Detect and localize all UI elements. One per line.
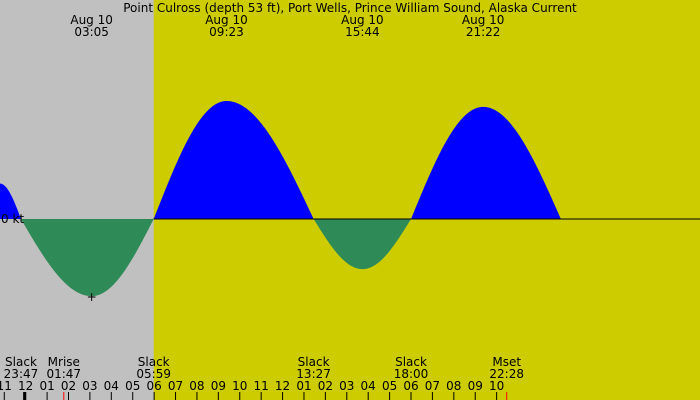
event-name: Mset bbox=[492, 355, 521, 369]
top-label-time: 03:05 bbox=[74, 25, 109, 39]
hour-tick-label: 11 bbox=[0, 379, 12, 393]
hour-tick-label: 05 bbox=[382, 379, 397, 393]
event-name: Slack bbox=[298, 355, 330, 369]
hour-tick-label: 12 bbox=[18, 379, 33, 393]
hour-tick-label: 12 bbox=[275, 379, 290, 393]
hour-tick-label: 07 bbox=[425, 379, 440, 393]
top-label-time: 09:23 bbox=[209, 25, 244, 39]
event-time: 05:59 bbox=[136, 367, 171, 381]
hour-tick-label: 09 bbox=[468, 379, 483, 393]
hour-tick-label: 02 bbox=[318, 379, 333, 393]
hour-tick-label: 06 bbox=[146, 379, 161, 393]
event-name: Slack bbox=[395, 355, 427, 369]
event-name: Slack bbox=[138, 355, 170, 369]
top-label-date: Aug 10 bbox=[462, 13, 505, 27]
top-label-date: Aug 10 bbox=[70, 13, 113, 27]
hour-tick-label: 04 bbox=[361, 379, 376, 393]
hour-tick-label: 07 bbox=[168, 379, 183, 393]
hour-axis: 11 12 01 02 03 04 05 06 07 08 09 10 11 12 01 02 03 04 05 06… bbox=[0, 379, 508, 400]
event-time: 18:00 bbox=[394, 367, 429, 381]
zero-label: 0 kt bbox=[1, 212, 24, 226]
event-name: Slack bbox=[5, 355, 37, 369]
hour-tick-label: 01 bbox=[296, 379, 311, 393]
top-label-time: 21:22 bbox=[466, 25, 501, 39]
event-name: Mrise bbox=[48, 355, 80, 369]
event-time: 13:27 bbox=[296, 367, 331, 381]
hour-tick-label: 03 bbox=[82, 379, 97, 393]
event-time: 23:47 bbox=[4, 367, 39, 381]
hour-tick-label: 01 bbox=[39, 379, 54, 393]
peak-marker: + bbox=[87, 290, 97, 304]
hour-tick-label: 05 bbox=[125, 379, 140, 393]
hour-tick-label: 04 bbox=[104, 379, 119, 393]
hour-tick-label: 02 bbox=[61, 379, 76, 393]
ebb-current-area bbox=[0, 219, 700, 297]
hour-tick-label: 06 bbox=[403, 379, 418, 393]
chart-title: Point Culross (depth 53 ft), Port Wells,… bbox=[123, 1, 577, 15]
hour-tick-label: 09 bbox=[211, 379, 226, 393]
hour-tick-label: 10 bbox=[489, 379, 504, 393]
hour-tick-label: 03 bbox=[339, 379, 354, 393]
hour-tick-label: 08 bbox=[446, 379, 461, 393]
flood-current-area bbox=[0, 101, 700, 219]
hour-tick-label: 10 bbox=[232, 379, 247, 393]
top-label-date: Aug 10 bbox=[341, 13, 384, 27]
bottom-events: Slack23:47Mrise01:47Slack05:59Slack13:27… bbox=[4, 355, 524, 381]
hour-tick-label: 11 bbox=[254, 379, 269, 393]
hour-tick-label: 08 bbox=[189, 379, 204, 393]
top-label-date: Aug 10 bbox=[205, 13, 248, 27]
event-time: 22:28 bbox=[489, 367, 524, 381]
top-label-time: 15:44 bbox=[345, 25, 380, 39]
event-time: 01:47 bbox=[46, 367, 81, 381]
